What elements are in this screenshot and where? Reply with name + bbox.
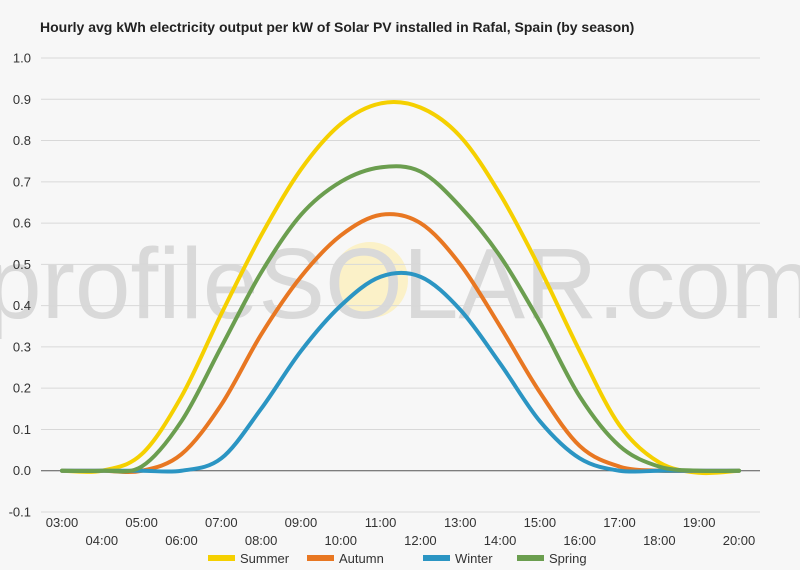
x-tick-label: 15:00 [524,515,557,530]
x-tick-label: 04:00 [86,533,119,548]
legend-swatch [423,555,450,561]
x-tick-label: 08:00 [245,533,278,548]
x-tick-label: 09:00 [285,515,318,530]
y-tick-label: 0.4 [13,298,31,313]
series-line-autumn [60,212,741,474]
y-tick-label: 0.0 [13,463,31,478]
legend-label: Winter [455,551,493,566]
legend-swatch [307,555,334,561]
x-tick-label: 18:00 [643,533,676,548]
x-tick-label: 11:00 [365,515,397,530]
x-tick-label: 07:00 [205,515,238,530]
y-tick-label: 1.0 [13,51,31,66]
legend-item-spring: Spring [517,551,587,566]
x-tick-label: 19:00 [683,515,716,530]
series-lines [60,100,741,476]
legend-item-summer: Summer [208,551,290,566]
x-tick-label: 13:00 [444,515,477,530]
x-tick-label: 06:00 [165,533,198,548]
y-tick-label: 0.1 [13,422,31,437]
y-tick-label: 0.8 [13,133,31,148]
y-tick-label: 0.6 [13,216,31,231]
legend: Summer Autumn Winter Spring [208,551,587,566]
series-line-spring [60,164,741,474]
x-tick-label: 16:00 [563,533,596,548]
y-tick-label: 0.5 [13,257,31,272]
legend-item-autumn: Autumn [307,551,384,566]
y-tick-label: 0.2 [13,381,31,396]
y-tick-label: 0.9 [13,92,31,107]
legend-label: Summer [240,551,290,566]
legend-label: Spring [549,551,587,566]
legend-item-winter: Winter [423,551,493,566]
watermark: profileSOLAR.com [0,228,800,340]
series-line-winter [60,270,741,474]
watermark-text: profileSOLAR.com [0,228,800,340]
legend-swatch [208,555,235,561]
series-line-summer [60,100,741,476]
legend-swatch [517,555,544,561]
x-tick-label: 20:00 [723,533,756,548]
y-axis-ticks: 1.0 0.9 0.8 0.7 0.6 0.5 0.4 0.3 0.2 0.1 0.0 -0.1 [9,51,31,520]
x-tick-label: 14:00 [484,533,517,548]
x-tick-label: 10:00 [324,533,357,548]
x-tick-label: 05:00 [125,515,158,530]
legend-label: Autumn [339,551,384,566]
chart-title: Hourly avg kWh electricity output per kW… [40,19,635,35]
y-tick-label: 0.3 [13,339,31,354]
y-tick-label: -0.1 [9,505,31,520]
x-tick-label: 12:00 [404,533,437,548]
x-axis-ticks: 03:00 04:00 05:00 06:00 07:00 08:00 09:00 10:00… [46,515,756,548]
x-tick-label: 03:00 [46,515,79,530]
y-tick-label: 0.7 [13,174,31,189]
x-tick-label: 17:00 [603,515,636,530]
